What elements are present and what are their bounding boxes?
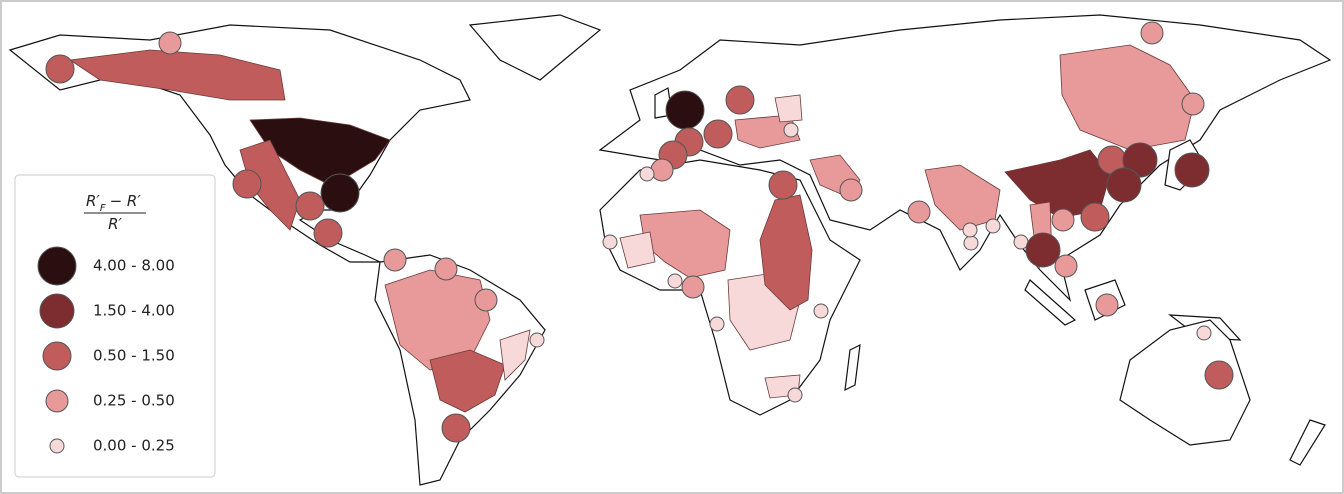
marker — [681, 275, 705, 299]
legend-swatch — [45, 389, 69, 413]
marker — [639, 166, 655, 182]
legend-label: 0.50 - 1.50 — [93, 347, 175, 365]
legend-swatch — [49, 438, 65, 454]
marker — [725, 85, 755, 115]
north-america — [8, 24, 471, 263]
marker — [1181, 92, 1205, 116]
basin — [1059, 44, 1196, 151]
marker — [1080, 202, 1110, 232]
marker — [787, 387, 803, 403]
new-zealand — [1289, 419, 1326, 466]
legend-label: 4.00 - 8.00 — [93, 257, 175, 275]
marker — [441, 413, 471, 443]
marker — [963, 235, 979, 251]
legend-label: 1.50 - 4.00 — [93, 302, 175, 320]
legend-items: 4.00 - 8.00 1.50 - 4.00 0.50 - 1.50 0.25 - … — [37, 246, 175, 455]
marker — [709, 316, 725, 332]
marker — [813, 303, 829, 319]
legend-label: 0.00 - 0.25 — [93, 437, 175, 455]
marker — [1196, 325, 1212, 341]
numerator-rest: − R′ — [110, 192, 142, 210]
marker — [1106, 167, 1142, 203]
marker — [474, 288, 498, 312]
legend-title-numerator: R′F − R′ — [86, 192, 141, 214]
legend: R′F − R′ R′ 4.00 - 8.00 1.50 - 4.00 0.50 - … — [14, 174, 216, 478]
marker — [962, 222, 978, 238]
legend-swatch — [37, 246, 77, 286]
markers — [45, 21, 1234, 443]
marker — [1051, 208, 1075, 232]
basin — [774, 94, 803, 123]
numerator-subscript: F — [100, 203, 106, 214]
marker — [158, 31, 182, 55]
marker — [232, 169, 262, 199]
marker — [602, 234, 618, 250]
marker — [1174, 152, 1210, 188]
marker — [783, 122, 799, 138]
basin — [499, 329, 531, 381]
marker — [839, 178, 863, 202]
marker — [320, 173, 360, 213]
numerator-base: R′ — [86, 192, 100, 210]
marker — [907, 200, 931, 224]
marker — [383, 248, 407, 272]
marker — [985, 218, 1001, 234]
marker — [667, 273, 683, 289]
marker — [665, 90, 705, 130]
basin — [1004, 149, 1111, 219]
marker — [434, 257, 458, 281]
basin — [249, 117, 391, 186]
marker — [1054, 254, 1078, 278]
marker — [703, 119, 733, 149]
basin — [619, 231, 656, 269]
marker — [1025, 232, 1061, 268]
legend-swatch — [42, 341, 72, 371]
legend-label: 0.25 - 0.50 — [93, 392, 175, 410]
madagascar — [844, 343, 861, 392]
marker — [1122, 142, 1158, 178]
marker — [650, 158, 674, 182]
basin — [429, 349, 506, 413]
greenland — [468, 14, 602, 81]
marker — [768, 170, 798, 200]
marker — [1095, 293, 1119, 317]
legend-swatch — [39, 293, 75, 329]
legend-title-denominator: R′ — [108, 215, 122, 233]
marker — [45, 54, 75, 84]
marker — [1204, 360, 1234, 390]
marker — [1140, 21, 1164, 45]
marker — [313, 218, 343, 248]
sumatra — [1024, 279, 1077, 326]
marker — [295, 191, 325, 221]
marker — [529, 332, 545, 348]
australia — [1119, 319, 1251, 446]
basin — [759, 194, 813, 311]
